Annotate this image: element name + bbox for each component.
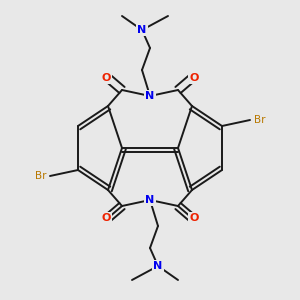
Text: N: N (146, 91, 154, 101)
Text: O: O (189, 73, 199, 83)
Text: N: N (137, 25, 147, 35)
Text: O: O (189, 213, 199, 223)
Text: O: O (101, 213, 111, 223)
Text: N: N (146, 195, 154, 205)
Text: N: N (153, 261, 163, 271)
Text: Br: Br (254, 115, 266, 125)
Text: O: O (101, 73, 111, 83)
Text: Br: Br (34, 171, 46, 181)
